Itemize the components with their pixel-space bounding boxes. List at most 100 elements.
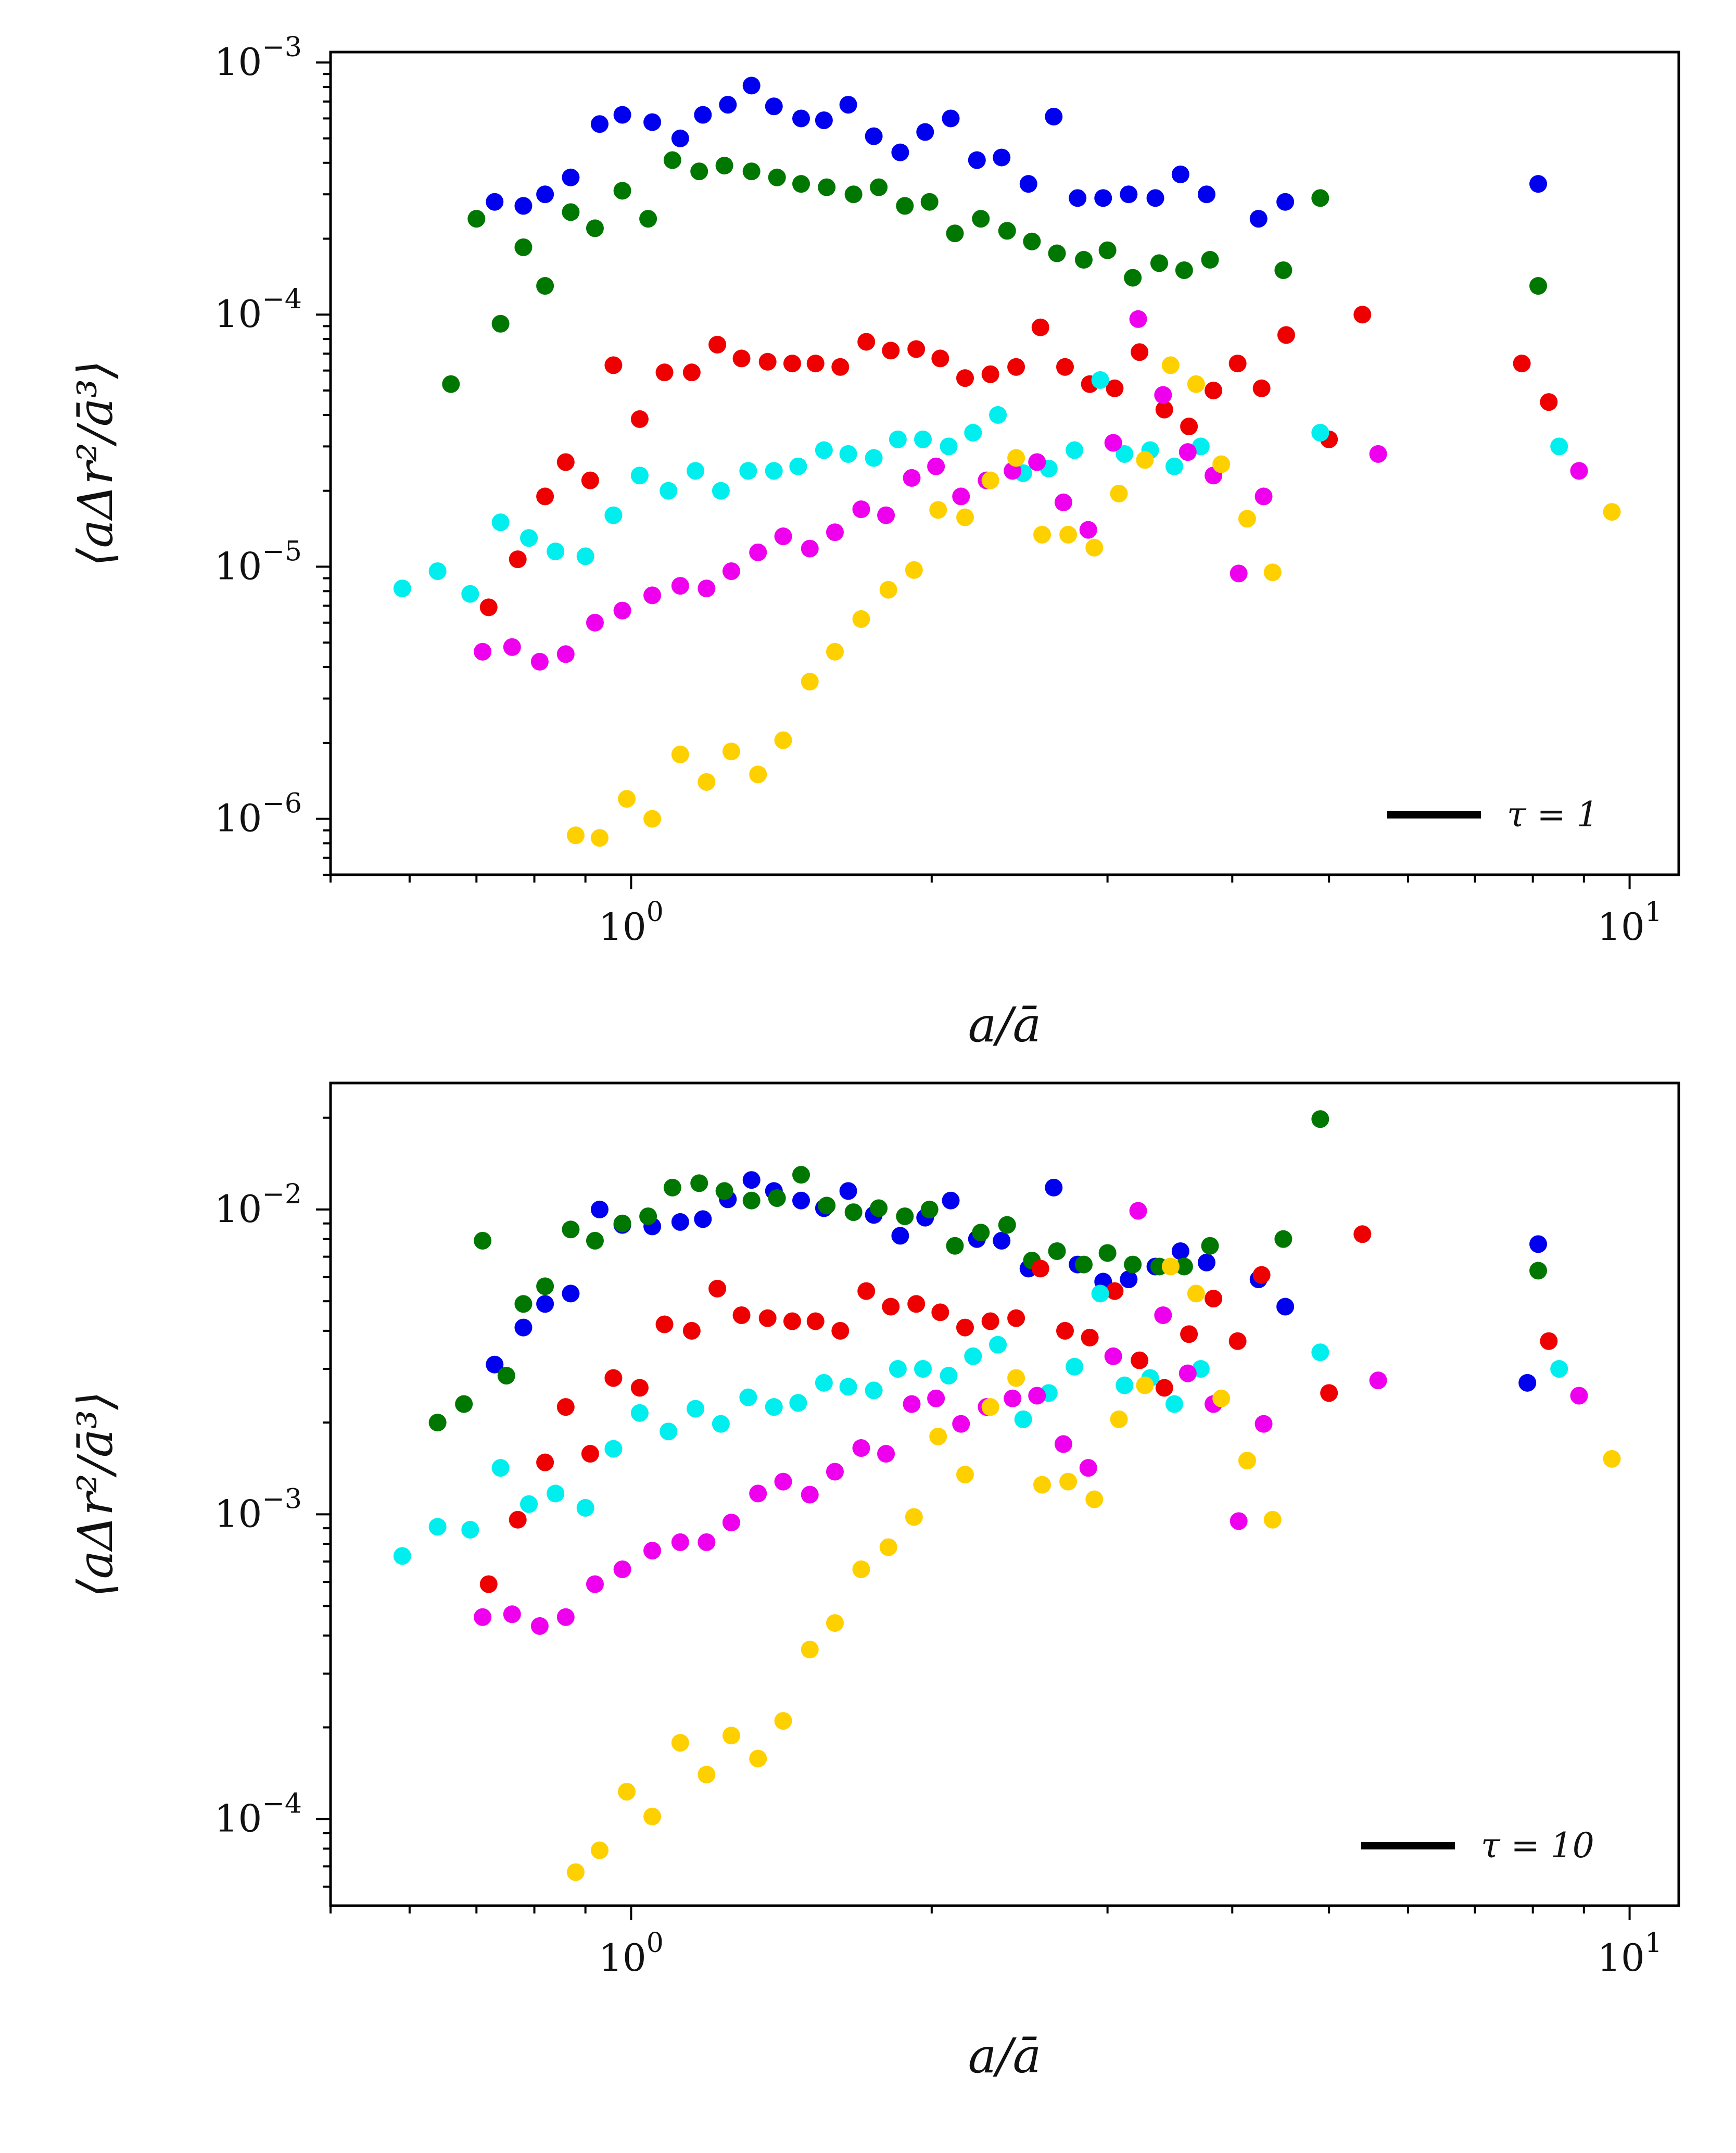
data-point-magenta	[952, 1415, 970, 1433]
data-point-gold	[905, 561, 923, 579]
data-point-gold	[1110, 484, 1128, 502]
data-point-green	[742, 162, 761, 181]
data-point-magenta	[852, 1439, 870, 1457]
data-point-magenta	[952, 487, 970, 506]
data-point-gold	[879, 581, 897, 599]
data-point-green	[946, 1237, 964, 1255]
x-axis-label: a/ā	[968, 2028, 1042, 2084]
data-point-red	[630, 410, 649, 428]
data-point-magenta	[1129, 1202, 1147, 1220]
data-point-gold	[671, 1734, 689, 1752]
data-point-green	[1048, 1242, 1066, 1260]
data-point-green	[562, 1220, 580, 1239]
data-point-cyan	[428, 1518, 447, 1536]
data-point-green	[768, 1189, 786, 1207]
data-point-gold	[618, 1783, 636, 1801]
data-point-green	[870, 178, 888, 196]
data-point-green	[467, 210, 486, 228]
data-point-gold	[1059, 1472, 1078, 1491]
data-point-green	[1201, 1237, 1219, 1255]
data-point-blue	[1045, 107, 1063, 125]
data-point-red	[655, 1315, 674, 1333]
data-point-red	[783, 1312, 801, 1330]
data-point-cyan	[914, 430, 932, 448]
data-point-blue	[562, 1285, 580, 1303]
data-point-magenta	[1028, 453, 1046, 471]
data-point-red	[783, 355, 801, 373]
data-point-red	[1228, 1332, 1247, 1350]
data-point-magenta	[586, 1575, 604, 1593]
data-point-gold	[1059, 525, 1078, 544]
data-point-blue	[742, 77, 761, 95]
data-point-blue	[1171, 1242, 1189, 1260]
data-point-magenta	[1255, 1415, 1273, 1433]
data-point-green	[1074, 1255, 1093, 1274]
data-point-cyan	[865, 1381, 883, 1400]
data-point-magenta	[556, 1608, 575, 1626]
data-point-red	[1353, 1225, 1372, 1243]
data-point-green	[998, 222, 1016, 240]
data-point-magenta	[826, 523, 844, 542]
data-point-red	[732, 1306, 751, 1324]
data-point-red	[831, 358, 850, 376]
data-point-gold	[929, 501, 947, 519]
data-point-red	[806, 355, 825, 373]
data-point-gold	[1187, 1285, 1205, 1303]
data-point-cyan	[520, 1495, 538, 1513]
data-point-red	[509, 1510, 527, 1529]
data-point-magenta	[877, 1445, 895, 1463]
data-point-green	[1274, 1230, 1293, 1248]
data-point-blue	[514, 1318, 533, 1337]
data-point-cyan	[865, 449, 883, 467]
data-point-red	[758, 1309, 777, 1327]
legend: τ = 1	[1387, 795, 1599, 835]
data-point-blue	[590, 115, 609, 133]
data-point-green	[870, 1199, 888, 1217]
legend-label: τ = 10	[1481, 1825, 1594, 1866]
data-point-gold	[643, 810, 662, 828]
data-point-cyan	[839, 445, 857, 463]
data-point-magenta	[1230, 1512, 1248, 1530]
data-point-magenta	[643, 1542, 662, 1560]
data-point-cyan	[1066, 441, 1084, 459]
data-point-gold	[801, 1641, 819, 1659]
data-point-blue	[671, 129, 689, 147]
data-point-blue	[694, 1210, 712, 1228]
data-point-red	[655, 363, 674, 382]
data-point-red	[1277, 326, 1295, 344]
data-point-green	[536, 1277, 554, 1295]
data-point-red	[1205, 381, 1223, 399]
data-point-cyan	[889, 430, 907, 448]
data-point-blue	[1069, 189, 1087, 207]
data-point-red	[1252, 379, 1271, 397]
data-point-blue	[1171, 165, 1189, 183]
data-point-blue	[1197, 185, 1215, 204]
data-point-magenta	[671, 577, 689, 595]
data-point-blue	[993, 1231, 1011, 1250]
data-point-cyan	[660, 482, 678, 500]
data-point-magenta	[774, 1472, 792, 1491]
data-point-gold	[905, 1508, 923, 1526]
data-point-red	[509, 550, 527, 569]
data-point-green	[1048, 244, 1066, 262]
data-point-red	[857, 1282, 876, 1300]
data-point-blue	[1529, 175, 1548, 193]
data-point-gold	[1033, 1476, 1051, 1494]
data-point-blue	[671, 1213, 689, 1231]
data-point-gold	[590, 829, 609, 847]
data-point-cyan	[789, 1394, 807, 1412]
data-point-gold	[1212, 455, 1231, 473]
data-point-magenta	[1570, 1387, 1588, 1405]
data-point-green	[474, 1231, 492, 1250]
data-point-green	[613, 1214, 631, 1232]
data-point-green	[1311, 189, 1329, 207]
data-point-magenta	[1179, 1364, 1197, 1382]
data-point-blue	[916, 123, 934, 141]
data-point-red	[581, 1445, 599, 1463]
data-point-gold	[1238, 510, 1256, 528]
data-point-blue	[792, 1191, 810, 1210]
data-point-magenta	[1054, 493, 1072, 511]
data-point-green	[1311, 1110, 1329, 1128]
data-point-green	[586, 1231, 604, 1250]
data-point-cyan	[687, 462, 705, 480]
